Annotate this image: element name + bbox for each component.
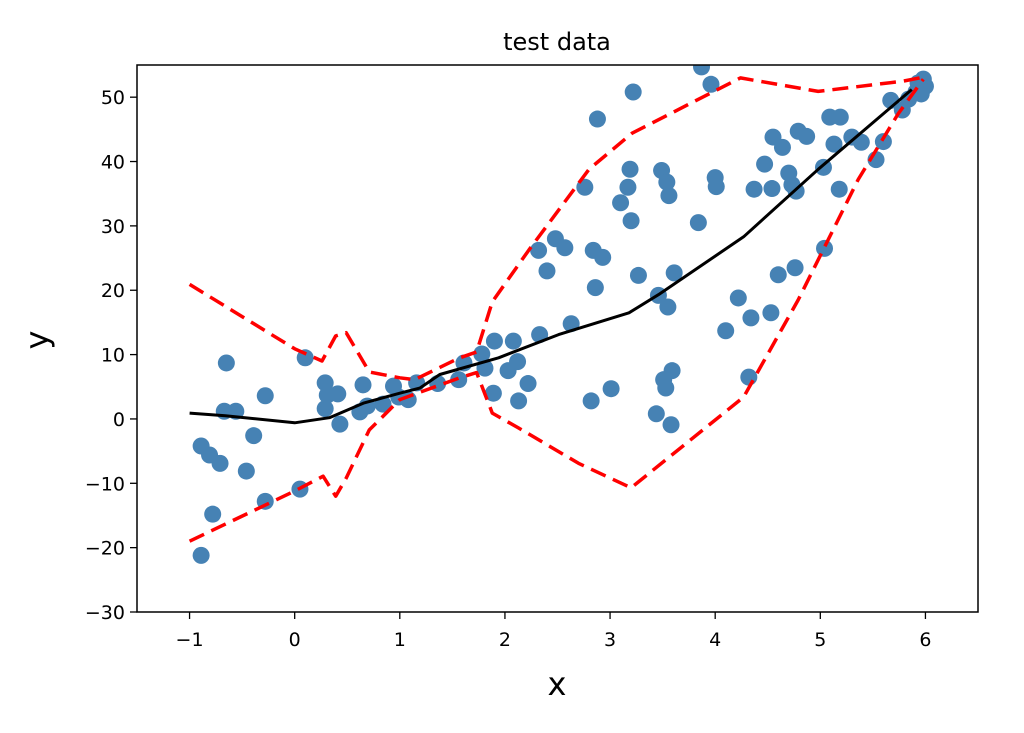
scatter-point xyxy=(830,180,848,198)
scatter-point xyxy=(798,127,816,145)
y-axis-label: y xyxy=(18,331,56,350)
scatter-point xyxy=(530,241,548,259)
scatter-point xyxy=(769,266,787,284)
scatter-point xyxy=(763,180,781,198)
scatter-point xyxy=(665,264,683,282)
scatter-point xyxy=(354,376,372,394)
scatter-point xyxy=(745,180,763,198)
scatter-point xyxy=(702,75,720,93)
scatter-point xyxy=(538,262,556,280)
scatter-point xyxy=(192,546,210,564)
x-tick-label: 6 xyxy=(919,629,931,651)
scatter-point xyxy=(509,353,527,371)
scatter-point xyxy=(211,454,229,472)
scatter-point xyxy=(621,160,639,178)
scatter-point xyxy=(831,108,849,126)
scatter-point xyxy=(484,384,502,402)
scatter-point xyxy=(510,392,528,410)
scatter-point xyxy=(825,135,843,153)
scatter-point xyxy=(329,385,347,403)
scatter-point xyxy=(331,415,349,433)
scatter-point xyxy=(657,379,675,397)
scatter-point xyxy=(237,462,255,480)
y-tick-label: 40 xyxy=(101,152,125,174)
scatter-point xyxy=(647,405,665,423)
scatter-point xyxy=(296,349,314,367)
upper-bound-line xyxy=(188,75,924,382)
x-tick-label: 0 xyxy=(289,629,301,651)
y-tick-label: 0 xyxy=(113,409,125,431)
scatter-point xyxy=(816,239,834,257)
scatter-point xyxy=(217,354,235,372)
scatter-point xyxy=(473,345,491,363)
scatter-point xyxy=(707,178,725,196)
scatter-point xyxy=(602,380,620,398)
scatter-point xyxy=(485,332,503,350)
x-tick-label: 1 xyxy=(394,629,406,651)
x-tick-label: 3 xyxy=(604,629,616,651)
scatter-point xyxy=(245,427,263,445)
scatter-point xyxy=(519,375,537,393)
scatter-point xyxy=(773,138,791,156)
scatter-point xyxy=(659,298,677,316)
x-tick-label: 5 xyxy=(814,629,826,651)
fit-line xyxy=(189,88,913,425)
scatter-point xyxy=(504,332,522,350)
scatter-point xyxy=(662,416,680,434)
scatter-point xyxy=(740,368,758,386)
scatter-point xyxy=(612,194,630,212)
scatter-point xyxy=(658,173,676,191)
plot-marks xyxy=(188,65,934,564)
x-tick-label: −1 xyxy=(176,629,204,651)
scatter-point xyxy=(619,178,637,196)
plot-area xyxy=(188,65,934,564)
scatter-point xyxy=(624,83,642,101)
scatter-point xyxy=(586,279,604,297)
y-tick-label: 20 xyxy=(101,280,125,302)
lower-bound-line xyxy=(188,78,925,543)
scatter-point xyxy=(316,400,334,418)
scatter-point xyxy=(663,362,681,380)
y-tick-label: −10 xyxy=(85,473,125,495)
y-tick-label: 30 xyxy=(101,216,125,238)
scatter-point xyxy=(729,289,747,307)
scatter-point xyxy=(588,110,606,128)
scatter-point xyxy=(660,187,678,205)
scatter-point xyxy=(622,212,640,230)
y-tick-label: −20 xyxy=(85,538,125,560)
scatter-point xyxy=(874,133,892,151)
scatter-point xyxy=(693,65,711,76)
x-axis-label: x xyxy=(548,665,567,703)
x-tick-label: 2 xyxy=(499,629,511,651)
chart-title: test data xyxy=(503,28,611,56)
scatter-point xyxy=(689,214,707,232)
plot-frame xyxy=(136,64,979,613)
scatter-point xyxy=(594,248,612,266)
scatter-point xyxy=(204,505,222,523)
scatter-point xyxy=(762,304,780,322)
scatter-point xyxy=(629,266,647,284)
scatter-point xyxy=(582,392,600,410)
scatter-point xyxy=(717,322,735,340)
scatter-point xyxy=(786,259,804,277)
scatter-point xyxy=(742,309,760,327)
scatter-point xyxy=(256,387,274,405)
y-tick-label: 10 xyxy=(101,345,125,367)
scatter-point xyxy=(556,239,574,257)
y-tick-label: 50 xyxy=(101,87,125,109)
x-tick-label: 4 xyxy=(709,629,721,651)
y-tick-label: −30 xyxy=(85,602,125,624)
scatter-point xyxy=(756,155,774,173)
